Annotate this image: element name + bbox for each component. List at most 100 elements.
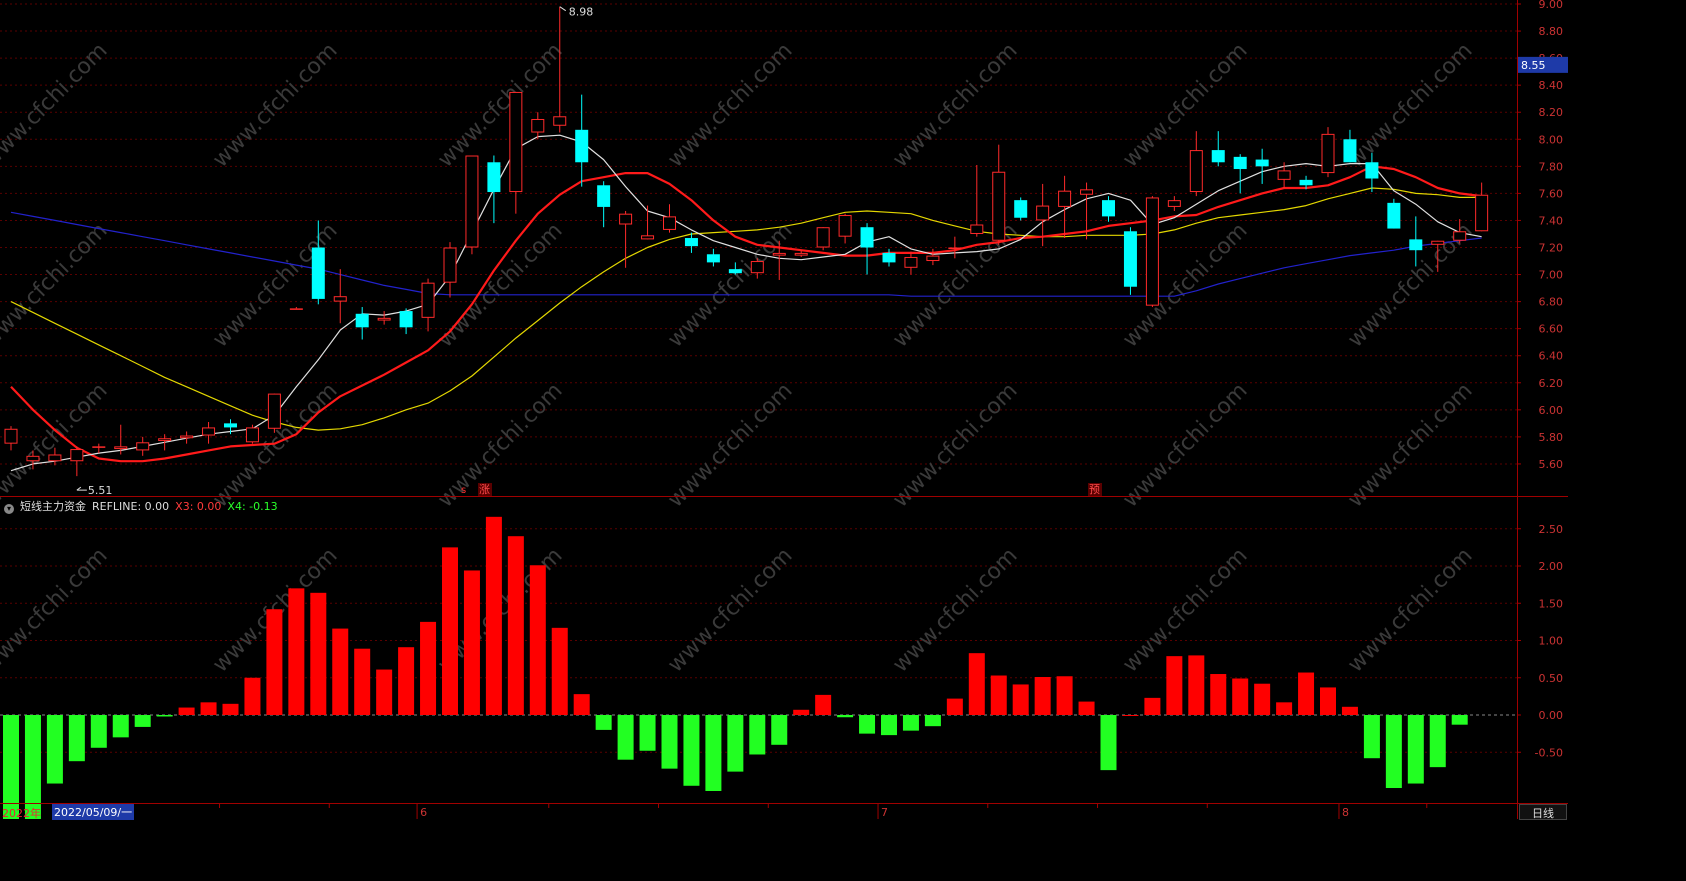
candle-body-up [245, 427, 259, 443]
candle-body-up [333, 296, 347, 302]
indicator-menu-icon[interactable]: ▾ [4, 504, 14, 514]
candle-body-up [509, 91, 523, 193]
signal-up-badge [478, 483, 492, 496]
histogram-bar [1341, 706, 1358, 715]
histogram-bar [200, 702, 217, 715]
candle-body-down [1365, 162, 1379, 179]
histogram-bar [68, 715, 85, 762]
watermark-text: www.cfchi.com [0, 218, 113, 352]
histogram-bar [1034, 677, 1051, 715]
indicator-tick-label: 2.50 [1539, 523, 1564, 536]
price-tick-label: 8.00 [1539, 133, 1564, 146]
annotations-layer: 8.98 5.51 s 涨 预 [76, 6, 1102, 497]
watermark-text: www.cfchi.com [1118, 218, 1252, 352]
histogram-bar [1078, 701, 1095, 715]
candle-body-up [92, 446, 106, 448]
x4-value: X4: -0.13 [227, 500, 278, 513]
histogram-bar [1056, 676, 1073, 715]
indicator-tick-label: 1.00 [1539, 635, 1564, 648]
candle-body-up [136, 442, 150, 451]
candle-body-up [838, 215, 852, 237]
watermark-text: www.cfchi.com [1118, 378, 1252, 512]
candle-body-up [267, 393, 281, 429]
histogram-bar [222, 703, 239, 715]
moving-average-lines [10, 134, 1482, 472]
ma60-line [10, 211, 1482, 297]
candle-body-down [706, 254, 720, 263]
candle-body-up [1167, 200, 1181, 207]
candle-body-up [750, 261, 764, 274]
candle-body-up [619, 213, 633, 225]
histogram-bar [595, 715, 612, 730]
histogram-bar [376, 669, 393, 715]
histogram-bar [1210, 674, 1227, 715]
histogram-bar [661, 715, 678, 769]
price-tick-label: 6.20 [1539, 377, 1564, 390]
price-tick-label: 8.80 [1539, 25, 1564, 38]
histogram-bar [990, 675, 1007, 715]
price-tick-label: 5.80 [1539, 431, 1564, 444]
candle-body-up [663, 216, 676, 230]
histogram-bar [793, 709, 810, 715]
indicator-tick-label: 1.50 [1539, 597, 1564, 610]
candle-body-up [794, 252, 808, 256]
candle-body-up [553, 116, 567, 126]
candle-body-down [882, 252, 896, 263]
histogram-bar [1451, 715, 1468, 725]
indicator-name[interactable]: 短线主力资金 [20, 500, 86, 513]
histogram-bar [332, 628, 349, 715]
candle-body-up [48, 454, 62, 462]
candle-body-down [1211, 150, 1225, 163]
current-price-label: 8.55 [1521, 59, 1546, 72]
watermark-text: www.cfchi.com [433, 378, 567, 512]
price-tick-label: 6.60 [1539, 323, 1564, 336]
candle-body-up [377, 317, 391, 321]
candle-body-up [1453, 231, 1467, 241]
histogram-bar [705, 715, 722, 791]
histogram-bar [1012, 684, 1029, 715]
histogram-bar [354, 648, 371, 715]
candle-body-down [311, 247, 325, 299]
histogram-bar [1254, 683, 1271, 715]
indicator-header: ▾ 短线主力资金 REFLINE: 0.00 X3: 0.00 X4: -0.13 [4, 498, 284, 514]
histogram-bar [1298, 672, 1315, 715]
signal-yu-label: 预 [1089, 483, 1100, 496]
histogram-bar [837, 715, 854, 718]
histogram-bar [1166, 656, 1183, 715]
histogram-bar [244, 677, 261, 715]
price-tick-label: 6.00 [1539, 404, 1564, 417]
low-arrow-icon [76, 486, 87, 491]
candle-body-up [1431, 240, 1445, 245]
candle-body-up [531, 118, 545, 133]
histogram-bar [3, 715, 19, 836]
histogram-bar [946, 698, 963, 715]
candle-body-up [1475, 194, 1489, 232]
candle-body-down [597, 185, 611, 207]
candle-body-down [355, 313, 369, 328]
histogram-bar [463, 570, 480, 715]
histogram-bar [442, 547, 458, 715]
candle-body-up [772, 252, 786, 256]
price-tick-label: 7.80 [1539, 160, 1564, 173]
histogram-bar [771, 715, 788, 745]
price-tick-label: 7.40 [1539, 214, 1564, 227]
chart-canvas[interactable]: www.cfchi.com www.cfchi.com www.cfchi.com w… [0, 0, 1568, 836]
histogram-bar [134, 715, 151, 727]
year-label: 2022年 [2, 807, 41, 820]
histogram-bar [617, 715, 634, 760]
price-tick-label: 6.80 [1539, 296, 1564, 309]
candle-body-up [992, 171, 1006, 241]
candle-body-up [1189, 150, 1203, 193]
watermark-text: www.cfchi.com [1343, 543, 1477, 677]
histogram-bar [24, 715, 41, 821]
candle-body-up [289, 308, 303, 310]
histogram-bar [1100, 715, 1117, 771]
watermark-text: www.cfchi.com [663, 543, 797, 677]
histogram-bar [968, 653, 985, 715]
signal-yu-badge [1088, 483, 1102, 496]
stock-chart-stage[interactable]: www.cfchi.com www.cfchi.com www.cfchi.com w… [0, 0, 1568, 836]
candle-body-down [728, 269, 742, 274]
period-tab-daily[interactable]: 日线 [1519, 804, 1567, 820]
x3-value: X3: 0.00 [175, 500, 222, 513]
candle-body-down [860, 227, 874, 248]
